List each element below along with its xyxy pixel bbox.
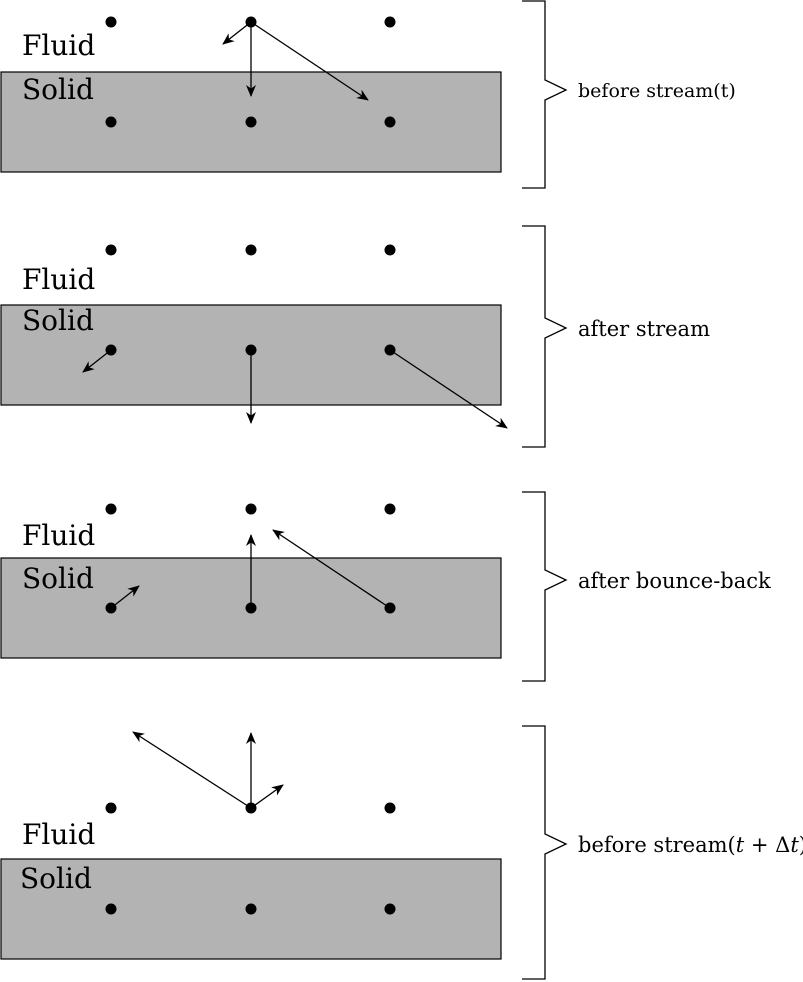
stage-label-prefix: before stream( xyxy=(578,833,736,857)
fluid-label: Fluid xyxy=(22,29,95,62)
solid-label: Solid xyxy=(22,562,94,595)
panel-before-stream-t: Fluid Solid before stream(t) xyxy=(0,0,736,189)
lattice-node xyxy=(245,116,257,128)
solid-label: Solid xyxy=(22,304,94,337)
lattice-node xyxy=(245,503,257,515)
stage-label-t: t xyxy=(736,833,745,857)
distribution-arrow-upright xyxy=(250,784,284,809)
distribution-arrow-right xyxy=(389,349,508,429)
lattice-node xyxy=(384,503,396,515)
stage-label-suffix: ) xyxy=(799,833,803,857)
fluid-label: Fluid xyxy=(22,818,95,851)
distribution-arrow-reflected xyxy=(272,529,391,609)
lattice-node xyxy=(245,244,257,256)
lattice-node xyxy=(105,802,117,814)
stage-label: before stream(t + Δt) xyxy=(578,833,803,857)
distribution-arrow-left xyxy=(82,349,112,373)
panel-before-stream-t-plus-dt: Fluid Solid before stream(t + Δt) xyxy=(0,725,803,980)
lattice-node xyxy=(384,903,396,915)
stage-label-plus: + xyxy=(744,833,775,857)
distribution-arrow-right xyxy=(250,21,369,101)
distribution-arrow-left xyxy=(222,21,252,45)
panel-after-stream: Fluid Solid after stream xyxy=(0,225,710,448)
lattice-node xyxy=(105,244,117,256)
solid-label: Solid xyxy=(20,862,92,895)
stage-brace xyxy=(522,0,568,189)
lattice-node xyxy=(105,116,117,128)
lattice-node xyxy=(105,503,117,515)
solid-label: Solid xyxy=(22,73,94,106)
stage-label: before stream(t) xyxy=(578,80,736,102)
stage-label-t2: t xyxy=(790,833,799,857)
stage-label: after bounce-back xyxy=(578,569,771,593)
lattice-node xyxy=(105,16,117,28)
lattice-node xyxy=(384,802,396,814)
fluid-label: Fluid xyxy=(22,263,95,296)
stage-label-delta: Δ xyxy=(775,833,790,857)
stage-brace xyxy=(522,225,568,448)
stage-label: after stream xyxy=(578,317,710,341)
panel-after-bounce-back: Fluid Solid after bounce-back xyxy=(0,491,771,682)
lattice-node xyxy=(384,244,396,256)
stage-brace xyxy=(522,725,568,980)
distribution-arrow-reflected xyxy=(110,585,140,609)
lattice-node xyxy=(384,16,396,28)
lattice-node xyxy=(105,903,117,915)
stage-brace xyxy=(522,491,568,682)
distribution-arrow-upleft xyxy=(132,731,252,809)
fluid-label: Fluid xyxy=(22,519,95,552)
lattice-node xyxy=(245,903,257,915)
lattice-node xyxy=(384,116,396,128)
